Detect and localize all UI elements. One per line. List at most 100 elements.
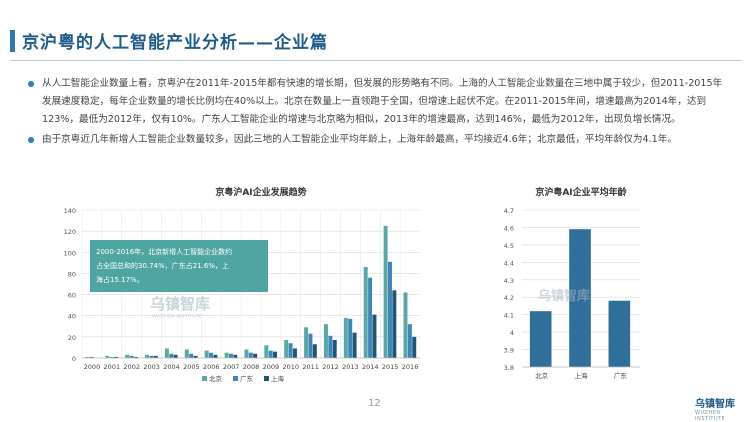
chart1-ytick-label: 140 [64,207,76,215]
chart1-xtick-label: 2012 [322,363,339,371]
chart1-bar [383,225,388,358]
chart1-title: 京粤沪AI企业发展趋势 [215,186,306,198]
chart1-bar [284,340,289,358]
chart1-xtick-label: 2004 [163,363,180,371]
chart1-bar [85,356,90,358]
chart2-title: 京沪粤AI企业平均年龄 [535,186,627,198]
chart1-bar [213,354,218,358]
chart1-legend-label: 北京 [209,374,223,383]
chart1-ytick-label: 80 [68,270,76,278]
watermark-subtitle: WUZHEN INSTITUTE [152,314,202,320]
chart2-ytick-label: 4.3 [504,277,514,285]
chart2-ytick-label: 3.8 [504,364,514,372]
chart1-ytick-label: 60 [68,292,76,300]
chart1-xtick-label: 2009 [263,363,280,371]
chart1-bar [352,332,357,358]
chart1-bar [248,352,253,358]
chart1-bar [114,356,118,358]
chart1-ytick-label: 0 [72,355,76,363]
chart1-bar [173,354,178,358]
chart1-bar [273,351,278,358]
chart1-xtick-label: 2013 [342,363,359,371]
chart1-bar [268,350,273,358]
chart2-bar [608,300,631,367]
chart1-xtick-label: 2005 [183,363,200,371]
chart1-bar [169,353,174,358]
chart2-ytick-label: 4 [510,329,514,337]
chart1-bar [209,352,214,358]
chart1-bar [403,292,408,358]
chart1-bar [368,277,373,358]
bullet-text: 从人工智能企业数量上看，京粤沪在2011年-2015年都有快速的增长期，但发展的… [42,78,723,125]
chart2-ytick-label: 4.6 [504,224,514,232]
chart1-bar [312,344,317,358]
chart1-annotation-line: 海占15.17%。 [96,275,144,284]
chart1-bar [407,324,412,358]
chart1-bar [164,348,169,358]
chart1-bar [89,356,94,358]
chart1-bar [288,343,293,358]
bullet-dot [28,81,34,87]
chart1-bar [149,355,154,358]
chart1-annotation-line: 占全国总和的30.74%，广东占21.6%，上 [96,261,229,270]
chart1-bar [323,324,328,358]
title-bar: 京沪粤的人工智能产业分析——企业篇 [0,0,750,62]
chart1-bar [145,354,150,358]
title-accent [10,30,15,52]
bullet-dot [28,137,34,143]
chart1-bar [184,349,189,358]
chart1-bar [133,356,138,358]
chart1-bar [292,348,297,358]
chart1-legend-swatch [233,376,238,381]
chart1-bar [189,353,194,358]
chart2-xtick-label: 上海 [575,371,589,380]
chart1-xtick-label: 2001 [104,363,121,371]
chart1-bar [193,355,198,358]
chart1-bar [332,340,337,358]
chart1-xtick-label: 2007 [223,363,240,371]
chart1-bar [204,350,209,358]
chart2-xtick-label: 广东 [614,371,628,380]
chart1-xtick-label: 2002 [123,363,140,371]
chart1-xtick-label: 2011 [302,363,319,371]
chart1-xtick-label: 2010 [282,363,299,371]
chart1-bar [129,355,134,358]
chart1-bar [348,318,353,358]
chart1-xtick-label: 2016 [402,363,419,371]
chart1-bar [264,345,269,358]
chart1-xtick-label: 2015 [382,363,399,371]
chart2-ytick-label: 4.1 [504,312,514,320]
chart1-xtick-label: 2014 [362,363,379,371]
brand-logo: 乌镇智库 WUZHEN INSTITUTE [695,395,750,422]
chart2-ytick-label: 4.2 [504,294,514,302]
chart1-legend-swatch [264,376,269,381]
logo-subtitle: WUZHEN INSTITUTE [695,410,726,422]
chart1-ytick-label: 20 [68,334,76,342]
chart1-bar [304,327,309,358]
chart1-bar [387,261,392,358]
watermark-logo: 乌镇智库 [150,295,210,313]
chart1-bar [233,354,238,358]
chart1-bar [228,353,233,358]
chart1-bar [253,353,258,358]
chart1-bar [392,290,397,358]
chart1-bar [153,355,158,358]
chart1-bar [224,352,229,358]
watermark-logo: 乌镇智库 [538,288,590,304]
bullet-item: 从人工智能企业数量上看，京粤沪在2011年-2015年都有快速的增长期，但发展的… [28,75,728,129]
chart1-bar [343,317,348,358]
chart1-annotation-line: 2000-2016年，北京新增人工智能企业数约 [96,247,232,256]
chart1-bar [372,314,377,358]
chart1-bar [105,355,110,358]
bullet-item: 由于京粤近几年新增人工智能企业数量较多，因此三地的人工智能企业平均年龄上，上海年… [28,131,728,149]
chart2-bar [569,229,591,367]
chart1-bar [109,356,114,358]
chart1-annotation-box [90,240,268,292]
chart1-xtick-label: 2003 [143,363,160,371]
chart1-ytick-label: 40 [68,313,76,321]
chart2-ytick-label: 4.4 [504,259,514,267]
chart1-bar [412,336,417,358]
chart2-ytick-label: 3.9 [504,347,514,355]
chart2-ytick-label: 4.5 [504,242,514,250]
chart1-xtick-label: 2000 [84,363,101,371]
